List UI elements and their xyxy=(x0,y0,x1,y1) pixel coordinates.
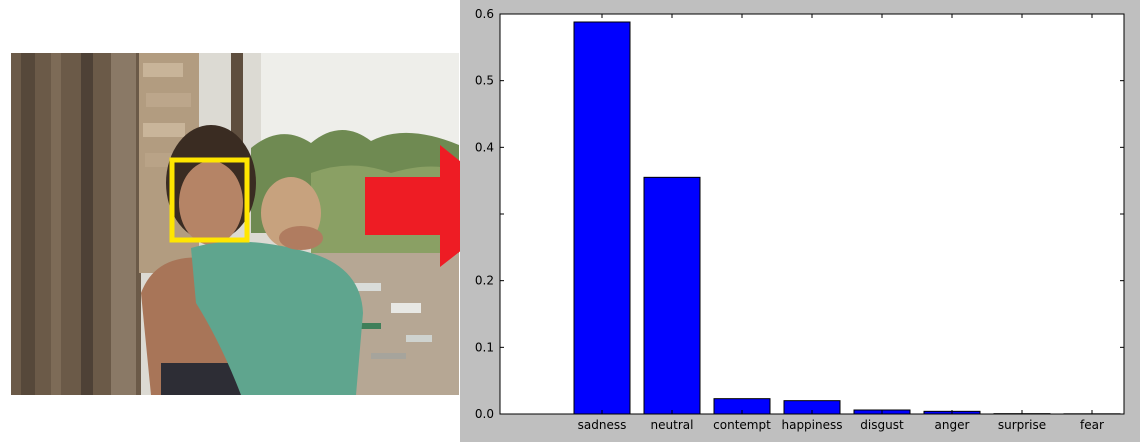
y-tick-label-1: 0.1 xyxy=(475,340,494,354)
emotion-bar-chart: sadness neutral contempt happiness disgust an… xyxy=(460,0,1140,442)
x-tick-label-happiness: happiness xyxy=(781,418,842,432)
x-tick-label-disgust: disgust xyxy=(860,418,904,432)
x-tick-label-anger: anger xyxy=(935,418,970,432)
y-tick-label-6: 0.6 xyxy=(475,7,494,21)
y-tick-label-2: 0.2 xyxy=(475,274,494,288)
x-tick-label-neutral: neutral xyxy=(651,418,694,432)
ticks: sadness neutral contempt happiness disgust an… xyxy=(475,7,1124,432)
chart-canvas: sadness neutral contempt happiness disgust an… xyxy=(475,7,1125,432)
bar-sadness xyxy=(573,21,631,415)
y-tick-label-5: 0.5 xyxy=(475,74,494,88)
y-tick-label-4: 0.4 xyxy=(475,140,494,154)
face-detection-box xyxy=(169,157,250,243)
y-tick-label-0: 0.0 xyxy=(475,407,494,421)
x-tick-label-sadness: sadness xyxy=(578,418,627,432)
x-tick-label-surprise: surprise xyxy=(998,418,1046,432)
x-tick-label-contempt: contempt xyxy=(713,418,771,432)
x-tick-label-fear: fear xyxy=(1080,418,1104,432)
bars xyxy=(573,21,1121,415)
plot-frame xyxy=(499,13,1125,415)
bar-neutral xyxy=(643,176,701,415)
